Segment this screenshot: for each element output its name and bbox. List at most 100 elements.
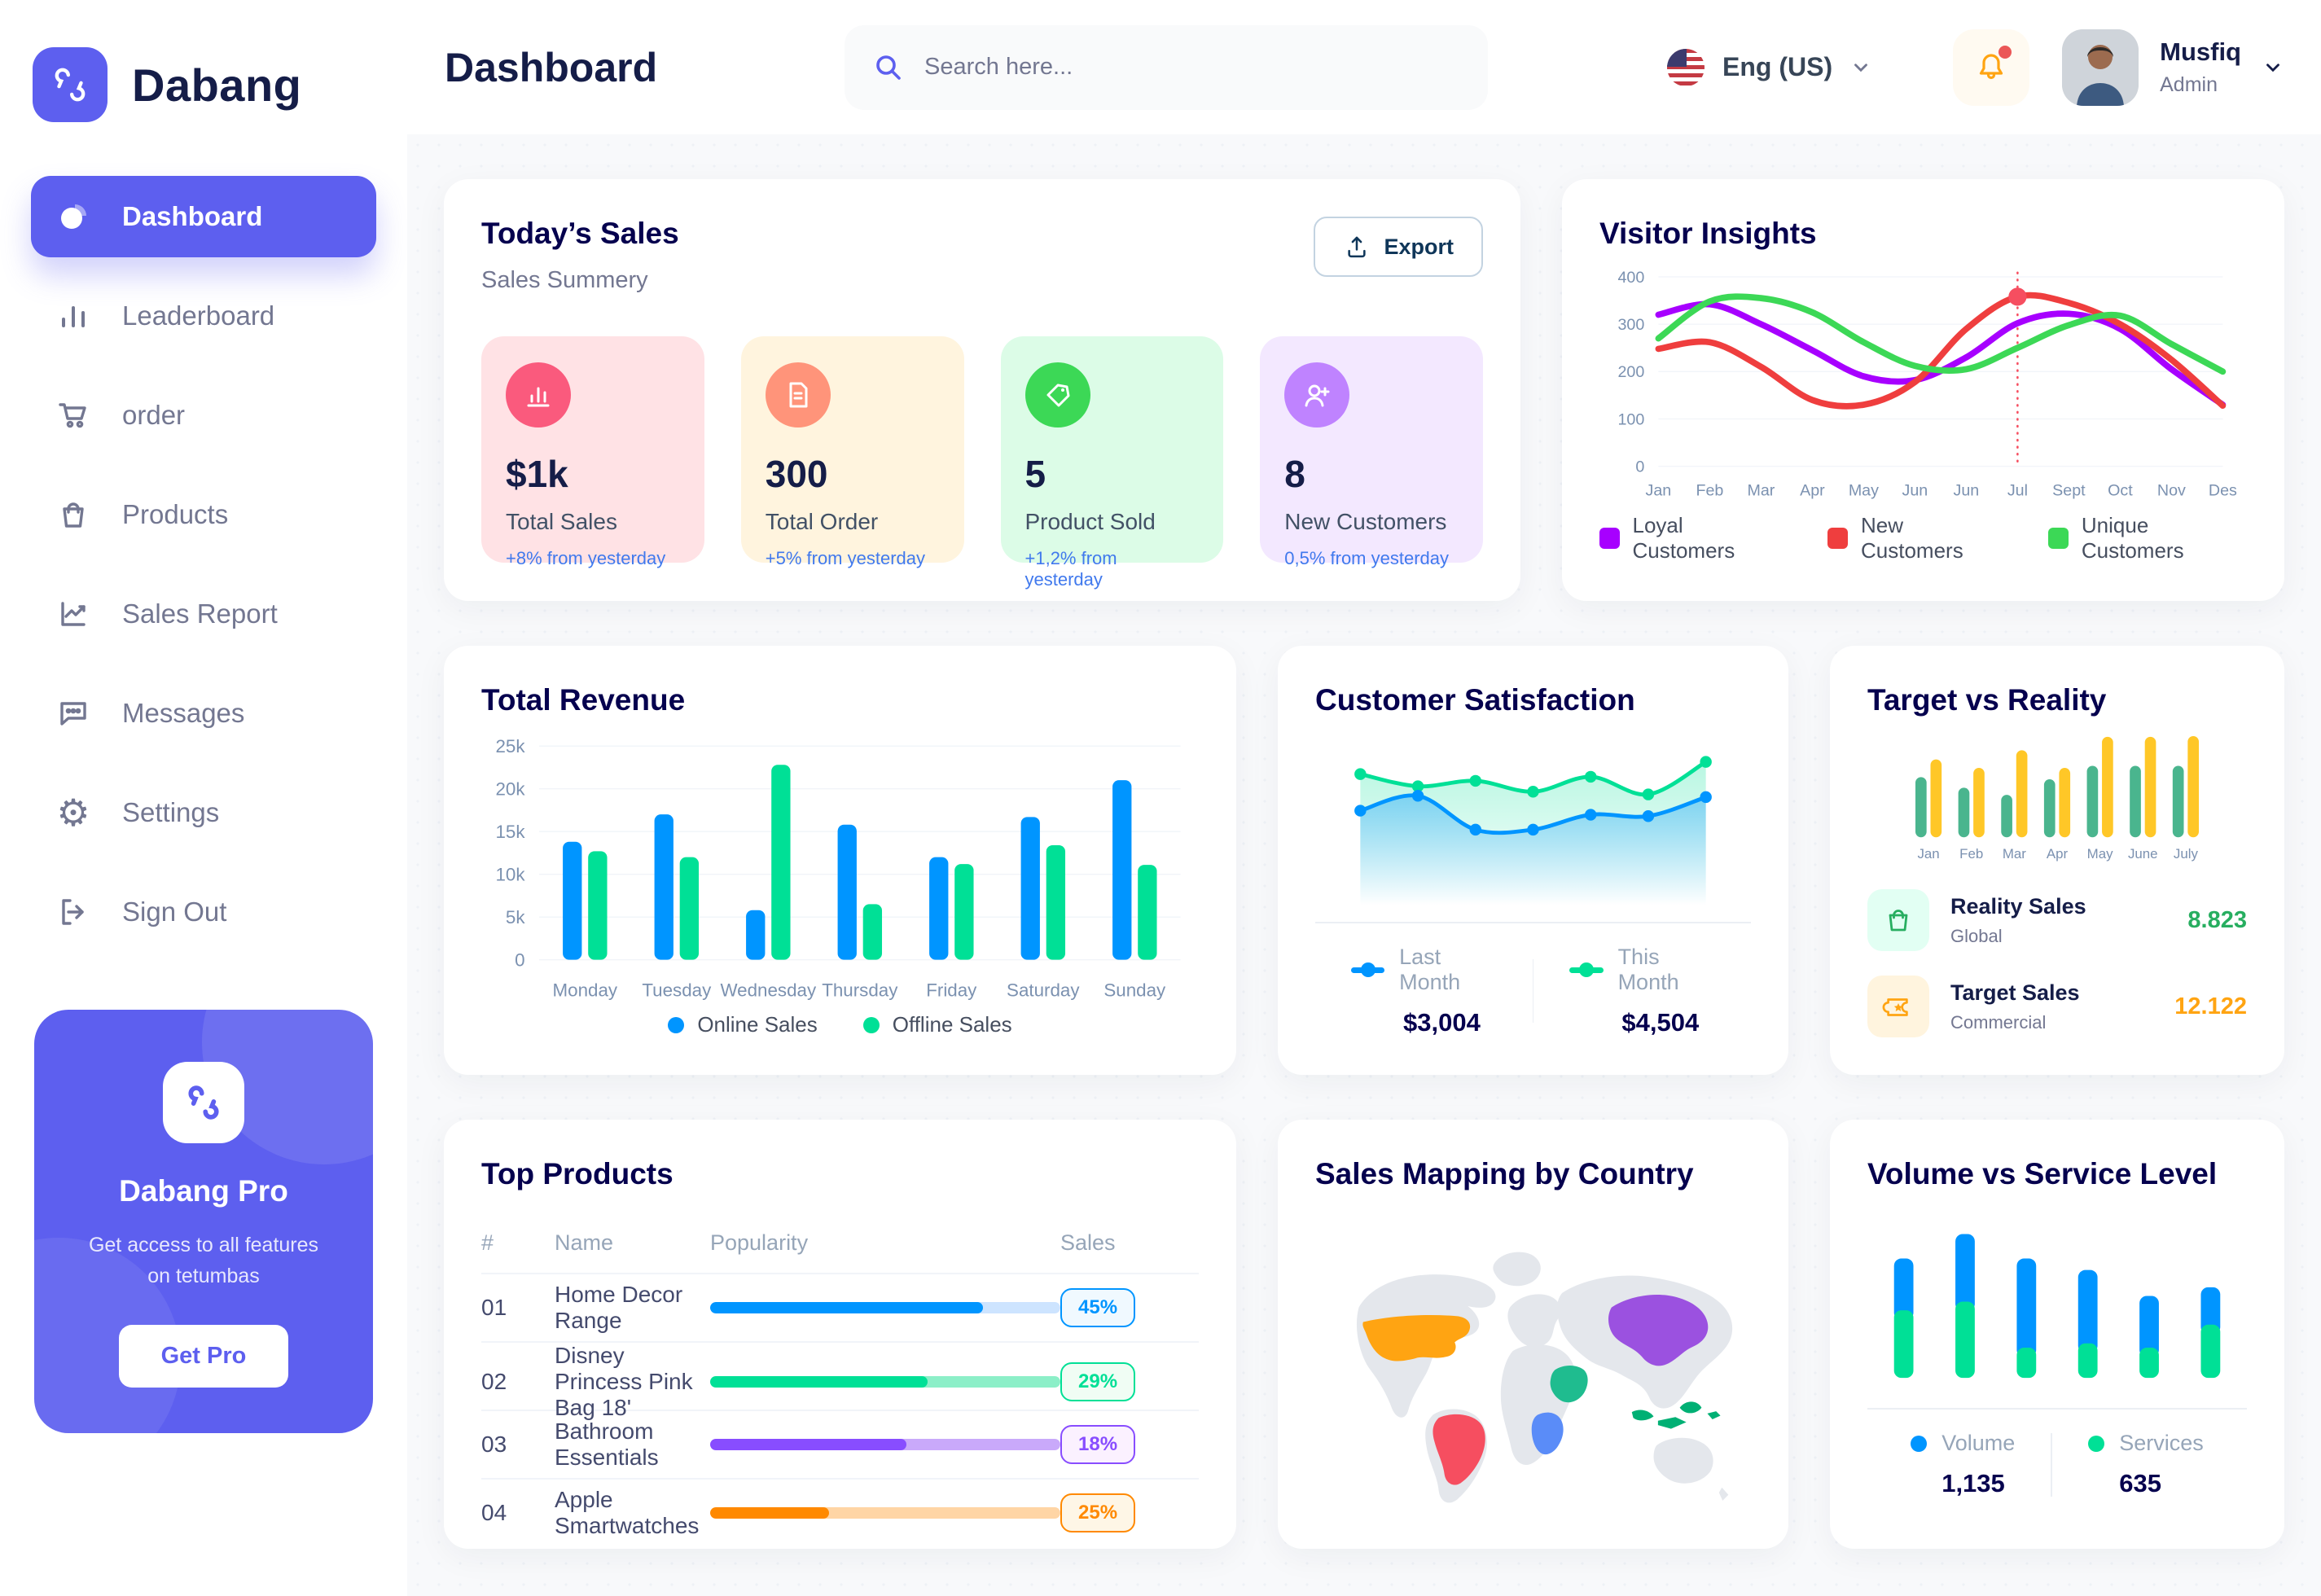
user-name: Musfiq xyxy=(2160,37,2241,66)
total-revenue-chart: 0 5k 10k 15k 20k 25k Monday Tuesday Wednesday Thu… xyxy=(495,736,1181,1000)
svg-text:400: 400 xyxy=(1617,269,1644,287)
product-name: Bathroom Essentials xyxy=(555,1418,659,1470)
sidebar-item-sign-out[interactable]: Sign Out xyxy=(31,871,376,953)
search-input[interactable] xyxy=(924,54,1461,81)
legend-item: Unique Customers xyxy=(2048,513,2247,563)
stat-delta: +5% from yesterday xyxy=(765,548,925,568)
target-vs-reality-chart: Jan Feb Mar Apr May June July xyxy=(1915,735,2200,862)
notifications-button[interactable] xyxy=(1953,28,2030,106)
user-menu[interactable]: Musfiq Admin xyxy=(2062,28,2284,106)
indonesia-shape xyxy=(1631,1401,1721,1429)
world-map xyxy=(1356,1252,1733,1503)
cart-icon xyxy=(55,397,91,433)
legend-sub: Commercial xyxy=(1950,1011,2047,1033)
sales-badge: 45% xyxy=(1060,1288,1136,1327)
target-vs-reality-title: Target vs Reality xyxy=(1867,683,2107,717)
svg-text:Jan: Jan xyxy=(1646,482,1672,500)
today-sales-subtitle: Sales Summery xyxy=(481,267,648,293)
table-row: 01 Home Decor Range 45% xyxy=(481,1273,1199,1341)
sidebar-item-messages[interactable]: Messages xyxy=(31,673,376,754)
divider xyxy=(1867,1408,2247,1410)
svg-text:Monday: Monday xyxy=(553,980,618,1000)
get-pro-button[interactable]: Get Pro xyxy=(118,1325,289,1388)
today-sales-card: Today’s Sales Sales Summery Export $1k xyxy=(444,179,1520,601)
product-num: 01 xyxy=(481,1295,507,1320)
language-label: Eng (US) xyxy=(1722,52,1833,81)
pro-card: Dabang Pro Get access to all features on… xyxy=(34,1009,373,1433)
dabang-logo-icon xyxy=(33,47,107,122)
us-flag-icon xyxy=(1667,48,1705,86)
svg-text:Jul: Jul xyxy=(2007,482,2028,500)
language-selector[interactable]: Eng (US) xyxy=(1667,48,1871,86)
volume-total: 1,135 xyxy=(1941,1469,2005,1497)
svg-text:Des: Des xyxy=(2209,482,2237,500)
product-num: 03 xyxy=(481,1432,507,1457)
new-zealand-shape xyxy=(1718,1487,1729,1501)
sidebar-item-sales-report[interactable]: Sales Report xyxy=(31,573,376,655)
volume-service-card: Volume vs Service Level Volume 1,135 Ser… xyxy=(1830,1120,2284,1549)
stat-delta: +1,2% from yesterday xyxy=(1024,548,1117,590)
customer-satisfaction-title: Customer Satisfaction xyxy=(1315,683,1635,717)
customer-satisfaction-chart xyxy=(1354,756,1712,905)
legend-item: New Customers xyxy=(1827,513,2003,563)
sales-badge: 18% xyxy=(1060,1425,1136,1464)
brand[interactable]: Dabang xyxy=(0,0,407,122)
china-shape xyxy=(1608,1295,1709,1366)
stat-delta: +8% from yesterday xyxy=(506,548,666,568)
today-sales-title: Today’s Sales xyxy=(481,217,679,250)
svg-text:June: June xyxy=(2128,846,2158,862)
chevron-down-icon xyxy=(2266,63,2279,72)
export-button[interactable]: Export xyxy=(1314,217,1483,277)
popularity-bar xyxy=(710,1439,1060,1450)
svg-text:Mar: Mar xyxy=(1747,482,1775,500)
services-total: 635 xyxy=(2119,1469,2161,1497)
svg-text:0: 0 xyxy=(1635,458,1644,476)
visitor-insights-chart: 0 100 200 300 400 Jan Feb Mar Apr May Jun Jun Jul Sep… xyxy=(1617,269,2237,500)
sales-mapping-title: Sales Mapping by Country xyxy=(1315,1157,1694,1190)
user-plus-icon xyxy=(1284,362,1350,428)
dr-congo-shape xyxy=(1531,1412,1564,1455)
svg-text:Friday: Friday xyxy=(926,980,977,1000)
popularity-bar xyxy=(710,1507,1060,1519)
sidebar-item-products[interactable]: Products xyxy=(31,474,376,555)
product-name: Disney Princess Pink Bag 18' xyxy=(555,1343,693,1420)
volume-service-title: Volume vs Service Level xyxy=(1867,1157,2218,1190)
visitor-legend: Loyal Customers New Customers Unique Cus… xyxy=(1599,513,2247,563)
order-file-icon xyxy=(765,362,831,428)
search-box[interactable] xyxy=(845,24,1489,110)
sidebar-item-settings[interactable]: ⚙ Settings xyxy=(31,772,376,853)
total-revenue-card: Total Revenue 0 5k 10k 15k 20k 25k Monday Tuesd… xyxy=(444,646,1236,1075)
sidebar-item-label: Settings xyxy=(122,797,220,827)
svg-text:Jun: Jun xyxy=(1954,482,1980,500)
legend-value: 12.122 xyxy=(2174,993,2247,1019)
revenue-legend: Online Sales Offline Sales xyxy=(481,1012,1199,1037)
shopping-bag-icon xyxy=(55,497,91,533)
svg-text:Apr: Apr xyxy=(2047,846,2069,862)
pie-chart-icon xyxy=(55,199,91,235)
product-name: Home Decor Range xyxy=(555,1282,683,1333)
sidebar-item-label: Products xyxy=(122,499,229,529)
brazil-shape xyxy=(1433,1414,1485,1485)
sales-badge: 29% xyxy=(1060,1362,1136,1401)
table-header: # Name Popularity Sales xyxy=(481,1230,1116,1255)
stat-value: 5 xyxy=(1024,453,1046,495)
stat-value: $1k xyxy=(506,453,568,495)
sidebar-item-leaderboard[interactable]: Leaderboard xyxy=(31,275,376,357)
bell-icon xyxy=(1980,53,2003,79)
last-month-total: $3,004 xyxy=(1403,1008,1481,1037)
tag-icon xyxy=(1024,362,1090,428)
svg-text:15k: 15k xyxy=(495,822,525,842)
sidebar-item-dashboard[interactable]: Dashboard xyxy=(31,176,376,257)
legend-sub: Global xyxy=(1950,925,2003,946)
popularity-bar xyxy=(710,1302,1060,1313)
europe-shape xyxy=(1507,1294,1561,1348)
sidebar-item-label: Leaderboard xyxy=(122,300,275,331)
target-sales-row: Target Sales Commercial 12.122 xyxy=(1867,976,2247,1037)
visitor-insights-title: Visitor Insights xyxy=(1599,217,1817,250)
sidebar-item-order[interactable]: order xyxy=(31,375,376,456)
sidebar-item-label: Messages xyxy=(122,698,245,728)
svg-text:Saturday: Saturday xyxy=(1007,980,1080,1000)
stat-value: 8 xyxy=(1284,453,1305,495)
satisfaction-legend: Last Month $3,004 This Month $4,504 xyxy=(1315,945,1751,1037)
